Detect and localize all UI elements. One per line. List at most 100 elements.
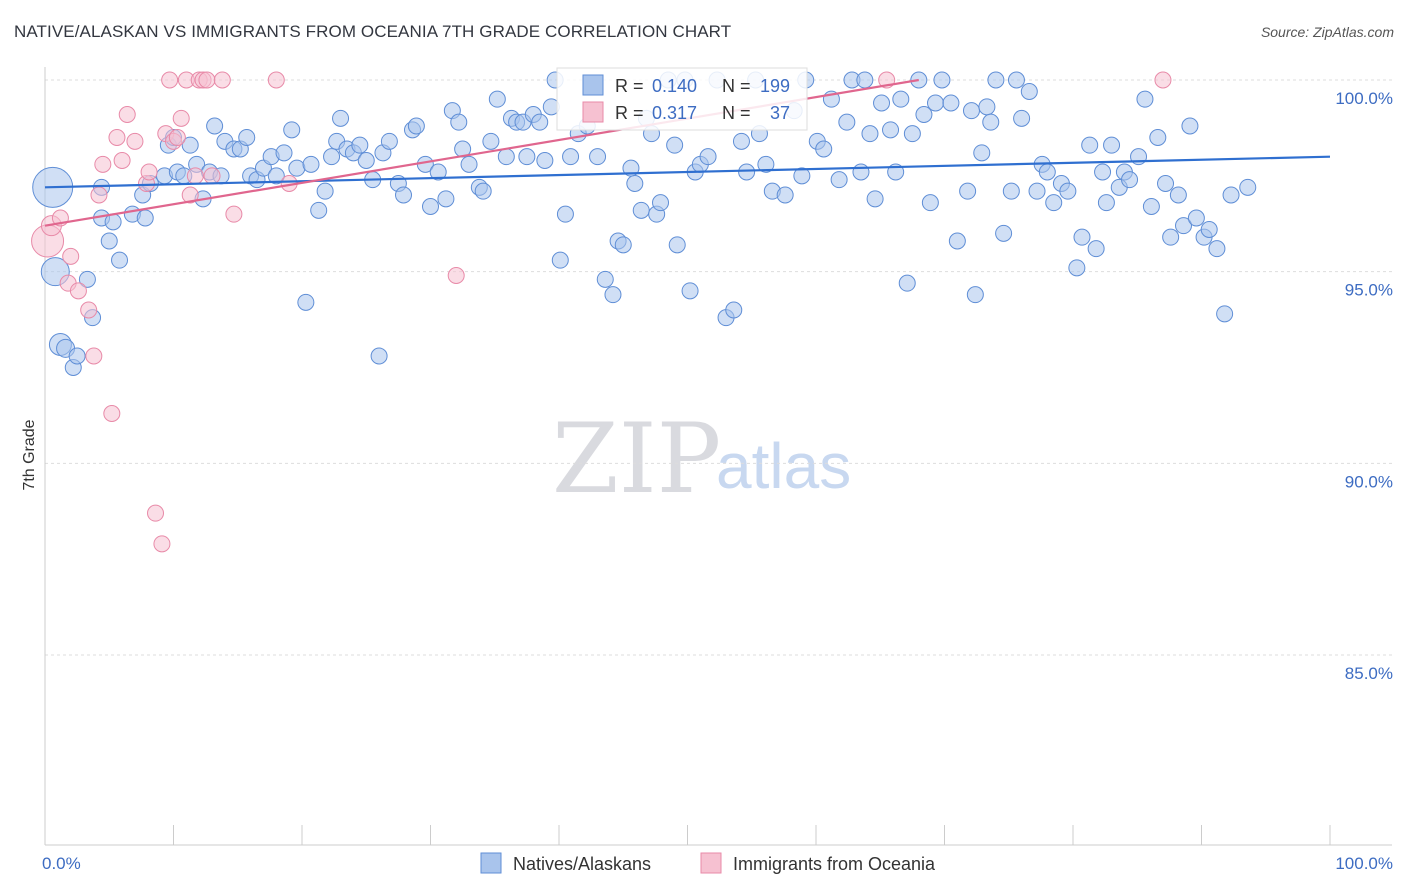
watermark-zip: ZIP xyxy=(552,403,721,515)
blue-data-point xyxy=(1094,163,1112,181)
series-legend: Natives/Alaskans Immigrants from Oceania xyxy=(480,852,936,874)
blue-data-point xyxy=(921,194,939,212)
blue-data-point xyxy=(738,163,756,181)
blue-data-point xyxy=(699,148,717,166)
blue-data-point xyxy=(206,117,224,135)
blue-data-point xyxy=(488,90,506,108)
blue-data-point xyxy=(632,201,650,219)
pink-data-point xyxy=(85,347,103,365)
blue-data-point xyxy=(873,94,891,112)
blue-data-point xyxy=(323,148,341,166)
pink-data-point xyxy=(213,71,231,89)
blue-data-point xyxy=(852,163,870,181)
blue-data-point xyxy=(1216,305,1234,323)
blue-data-point xyxy=(838,113,856,131)
pink-data-point xyxy=(147,504,165,522)
blue-data-point xyxy=(604,286,622,304)
blue-data-point xyxy=(267,167,285,185)
blue-data-point xyxy=(288,159,306,177)
blue-data-point xyxy=(1007,71,1025,89)
blue-data-point xyxy=(1149,129,1167,146)
legend-r-label-1: R = xyxy=(615,76,644,96)
blue-data-point xyxy=(866,190,884,208)
y-tick-labels: 85.0% 90.0% 95.0% 100.0% xyxy=(1335,89,1393,683)
pink-data-point xyxy=(172,109,190,127)
blue-data-point xyxy=(725,301,743,319)
blue-data-point xyxy=(1187,209,1205,227)
blue-data-point xyxy=(948,232,966,250)
axes xyxy=(44,67,1392,846)
pink-data-point xyxy=(1154,71,1172,89)
blue-data-point xyxy=(978,98,996,116)
bottom-legend-swatch-blue xyxy=(480,852,502,874)
blue-data-point xyxy=(1097,194,1115,212)
blue-data-point xyxy=(898,274,916,292)
pink-data-point xyxy=(103,405,121,422)
blue-data-point xyxy=(1239,178,1257,196)
blue-data-point xyxy=(370,347,388,365)
blue-data-point xyxy=(882,121,900,139)
legend-swatch-blue xyxy=(582,74,604,96)
y-axis-label: 7th Grade xyxy=(21,419,38,490)
blue-data-point xyxy=(1081,136,1099,154)
pink-data-point xyxy=(126,132,144,150)
blue-data-point xyxy=(474,182,492,200)
pink-data-point xyxy=(113,152,131,169)
blue-data-point xyxy=(1087,240,1105,258)
blue-data-point xyxy=(238,129,256,146)
blue-data-point xyxy=(1013,109,1031,127)
blue-data-point xyxy=(856,71,874,89)
blue-data-point xyxy=(793,167,811,185)
blue-data-point xyxy=(1103,136,1121,154)
blue-data-point xyxy=(531,113,549,131)
blue-data-point xyxy=(283,121,301,139)
blue-data-point xyxy=(297,293,315,311)
blue-data-point xyxy=(450,113,468,131)
blue-data-point xyxy=(407,117,425,135)
blue-data-point xyxy=(518,148,536,166)
blue-data-point xyxy=(316,182,334,200)
blue-data-point xyxy=(100,232,118,250)
blue-data-point xyxy=(1142,198,1160,215)
blue-data-point xyxy=(181,136,199,154)
blue-data-point xyxy=(460,155,478,173)
blue-data-point xyxy=(395,186,413,204)
blue-data-point xyxy=(892,90,910,108)
pink-data-point xyxy=(447,267,465,284)
blue-data-point xyxy=(652,194,670,212)
pink-data-point xyxy=(140,163,158,181)
blue-data-point xyxy=(556,205,574,223)
blue-data-point xyxy=(596,270,614,288)
blue-data-point xyxy=(78,270,96,288)
blue-data-point xyxy=(437,190,455,208)
legend-r-value-2: 0.317 xyxy=(652,103,697,123)
blue-data-point xyxy=(915,106,933,123)
blue-data-point xyxy=(1222,186,1240,204)
blue-data-point xyxy=(1028,182,1046,200)
blue-data-point xyxy=(861,125,879,143)
pink-data-point xyxy=(203,167,221,185)
blue-data-point xyxy=(302,155,320,173)
pink-data-point xyxy=(90,186,108,204)
blue-data-point xyxy=(1038,163,1056,181)
blue-data-point xyxy=(933,71,951,89)
bottom-legend-label-natives: Natives/Alaskans xyxy=(513,854,651,874)
blue-data-point xyxy=(536,152,554,169)
blue-data-point xyxy=(136,209,154,227)
x-tick-label: 0.0% xyxy=(42,854,81,873)
blue-data-point xyxy=(1136,90,1154,108)
legend-n-value-2: 37 xyxy=(770,103,790,123)
blue-data-point xyxy=(927,94,945,112)
blue-data-point xyxy=(351,136,369,154)
blue-data-point xyxy=(666,136,684,154)
pink-data-point xyxy=(62,247,80,265)
blue-data-point xyxy=(614,236,632,254)
blue-data-point xyxy=(830,171,848,189)
bottom-legend-swatch-pink xyxy=(700,852,722,874)
x-tick-label: 100.0% xyxy=(1335,854,1393,873)
blue-data-point xyxy=(1162,228,1180,246)
blue-data-point xyxy=(626,175,644,192)
blue-data-point xyxy=(68,347,86,365)
blue-data-point xyxy=(1068,259,1086,277)
blue-data-point xyxy=(903,125,921,143)
